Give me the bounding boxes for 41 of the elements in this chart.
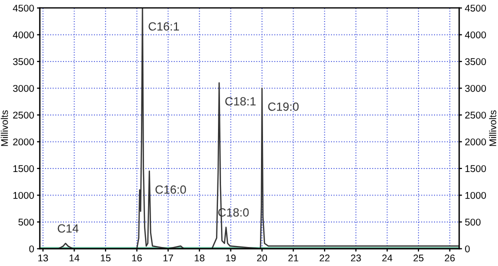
y-tick-label: 4000 bbox=[12, 31, 34, 38]
y-tick-label: 1500 bbox=[13, 165, 34, 172]
x-tick-label: 26 bbox=[444, 254, 455, 262]
x-tick-label: 20 bbox=[257, 254, 268, 262]
x-tick-label: 19 bbox=[226, 254, 236, 262]
y2-tick-label: 500 bbox=[465, 218, 481, 226]
y2-tick-label: 3500 bbox=[465, 58, 486, 66]
y2-tick-label: 4500 bbox=[464, 4, 486, 12]
y2-tick-label: 4000 bbox=[464, 31, 486, 38]
y2-tick-label: 0 bbox=[465, 245, 470, 252]
y-tick-label: 3000 bbox=[13, 84, 34, 92]
annotation: C19:0 bbox=[268, 102, 299, 111]
x-tick-label: 15 bbox=[100, 254, 111, 262]
x-tick-label: 17 bbox=[163, 254, 174, 262]
x-tick-label: 16 bbox=[132, 254, 142, 262]
x-tick-label: 24 bbox=[382, 254, 392, 262]
x-tick-label: 21 bbox=[288, 254, 298, 262]
y2-tick-label: 3000 bbox=[465, 84, 486, 92]
x-tick-label: 23 bbox=[350, 254, 361, 262]
x-tick-label: 22 bbox=[320, 254, 330, 262]
y2-tick-label: 2500 bbox=[465, 112, 486, 119]
y-tick-label: 0 bbox=[29, 245, 34, 252]
y-tick-label: 500 bbox=[18, 218, 34, 226]
y-tick-label: 2500 bbox=[13, 112, 34, 119]
y-tick-label: 1000 bbox=[13, 192, 34, 199]
y2-axis-title: Millivolts bbox=[489, 110, 496, 146]
y-axis-title: Millivolts bbox=[0, 110, 8, 146]
x-tick-label: 14 bbox=[70, 254, 80, 262]
annotation: C16:0 bbox=[156, 185, 186, 194]
y2-tick-label: 1500 bbox=[465, 165, 486, 172]
x-tick-label: 18 bbox=[194, 254, 204, 262]
y-tick-label: 2000 bbox=[13, 138, 34, 146]
annotation: C16:1 bbox=[148, 22, 179, 31]
annotation: C14 bbox=[58, 224, 78, 233]
x-tick-label: 25 bbox=[414, 254, 424, 262]
y-tick-label: 3500 bbox=[13, 58, 34, 66]
annotation: C18:1 bbox=[225, 97, 256, 106]
y-tick-label: 4500 bbox=[12, 4, 34, 12]
y2-tick-label: 2000 bbox=[465, 138, 486, 146]
y2-tick-label: 1000 bbox=[465, 192, 486, 199]
x-tick-label: 13 bbox=[38, 254, 48, 262]
